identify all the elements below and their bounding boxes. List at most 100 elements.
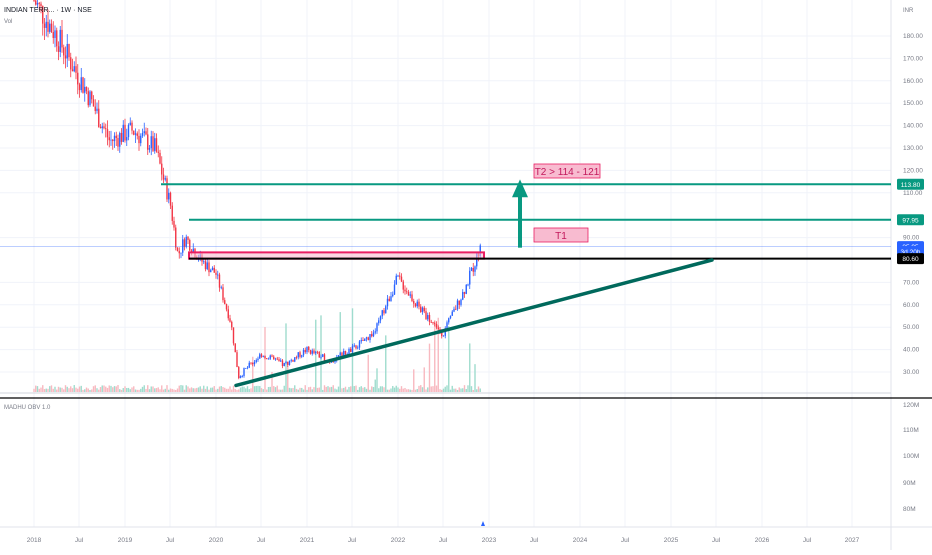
- volume-bar: [246, 386, 249, 392]
- volume-bar: [456, 389, 459, 392]
- volume-bar: [64, 385, 67, 392]
- volume-bar: [73, 385, 75, 392]
- candle-body: [189, 239, 191, 251]
- candle-body: [295, 357, 298, 359]
- volume-bar: [180, 385, 182, 392]
- volume-bar: [192, 388, 194, 392]
- volume-bar: [273, 386, 275, 392]
- candle-body: [92, 99, 95, 107]
- chart-title: INDIAN TERR... · 1W · NSE: [4, 7, 92, 14]
- volume-bar: [337, 386, 340, 392]
- volume-bar: [411, 389, 413, 392]
- volume-bar: [407, 389, 410, 392]
- volume-bar: [150, 386, 152, 392]
- candle-body: [253, 361, 256, 365]
- candle-body: [273, 356, 275, 360]
- volume-bar: [80, 385, 82, 392]
- candle-body: [38, 2, 40, 4]
- volume-bar: [215, 389, 217, 392]
- volume-bar: [418, 385, 420, 392]
- price-tick-label: 120.00: [903, 167, 923, 174]
- candle-body: [434, 323, 436, 324]
- target-arrow[interactable]: [512, 179, 528, 248]
- volume-legend: Vol: [4, 19, 12, 25]
- candle-body: [159, 152, 161, 164]
- candle-body: [463, 292, 466, 294]
- t1-annotation[interactable]: T1: [533, 227, 589, 243]
- price-tag-label: 80.60: [902, 256, 919, 263]
- candle-body: [357, 347, 359, 349]
- candle-body: [161, 163, 163, 175]
- volume-bar: [45, 388, 47, 392]
- candle-body: [343, 351, 345, 357]
- volume-bar: [194, 388, 196, 392]
- volume-bar: [210, 387, 212, 392]
- volume-bar: [38, 388, 40, 392]
- volume-bar: [423, 367, 425, 392]
- candle-body: [229, 318, 231, 322]
- candle-body: [386, 298, 389, 307]
- volume-bar: [252, 356, 254, 392]
- candle-body: [460, 299, 462, 305]
- grid: [0, 0, 891, 527]
- time-tick-label: 2020: [209, 537, 224, 544]
- volume-bar: [145, 388, 147, 392]
- volume-bar: [399, 388, 401, 392]
- price-tick-label: 160.00: [903, 78, 923, 85]
- volume-bar: [162, 389, 165, 392]
- time-tick-label: Jul: [621, 537, 630, 544]
- time-tick-label: Jul: [75, 537, 84, 544]
- time-tick-label: 2024: [573, 537, 588, 544]
- candle-body: [203, 261, 205, 263]
- candle-body: [446, 322, 448, 329]
- candle-body: [371, 334, 373, 337]
- candle-body: [77, 72, 79, 85]
- candle-body: [407, 291, 410, 296]
- volume-bar: [365, 388, 368, 392]
- volume-bar: [476, 389, 478, 392]
- volume-bar: [234, 389, 236, 392]
- volume-bar: [182, 385, 184, 392]
- volume-bar: [467, 385, 469, 392]
- candle-body: [425, 311, 427, 320]
- volume-bar: [224, 387, 226, 392]
- candle-body: [262, 356, 264, 357]
- volume-bar: [287, 365, 289, 392]
- candle-body: [416, 301, 418, 307]
- volume-bar: [299, 387, 301, 392]
- volume-bar: [409, 389, 411, 392]
- candle-body: [283, 363, 285, 367]
- candle-body: [318, 352, 320, 358]
- volume-bar: [395, 385, 397, 392]
- volume-bar: [127, 387, 130, 392]
- candle-body: [50, 23, 53, 33]
- price-tag: [897, 178, 924, 190]
- volume-bar: [325, 386, 327, 392]
- volume-bar: [304, 385, 306, 392]
- candle-body: [98, 108, 100, 127]
- volume-bar: [183, 389, 186, 392]
- candle-body: [162, 174, 165, 180]
- candle-body: [395, 275, 397, 285]
- candle-body: [138, 135, 140, 144]
- t1-label: T1: [555, 231, 567, 242]
- candle-body: [36, 2, 39, 5]
- volume-bar: [119, 389, 121, 392]
- t2-annotation[interactable]: T2 > 114 - 121: [533, 163, 601, 179]
- volume-bar: [330, 386, 333, 392]
- price-tick-label: 90.00: [903, 235, 920, 242]
- volume-bar: [253, 386, 256, 392]
- candle-body: [278, 359, 280, 362]
- candle-body: [469, 270, 471, 285]
- trendline[interactable]: [234, 258, 714, 388]
- time-tick-label: 2026: [755, 537, 770, 544]
- volume-bar: [406, 389, 408, 392]
- price-ticks: 180.00 170.00 160.00 150.00 140.00 130.00 120.…: [903, 33, 923, 376]
- volume-bar: [92, 386, 95, 392]
- candle-body: [306, 346, 308, 353]
- volume-bar: [103, 385, 105, 392]
- price-tick-label: 60.00: [903, 302, 920, 309]
- candle-body: [87, 91, 89, 106]
- candle-body: [148, 148, 151, 150]
- volume-bar: [386, 389, 389, 392]
